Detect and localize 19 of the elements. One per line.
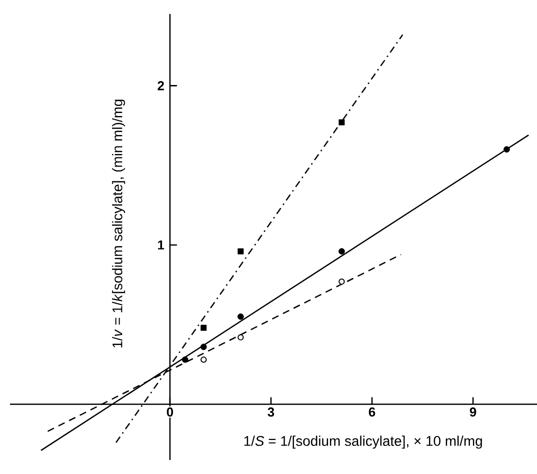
point	[200, 344, 207, 350]
y-tick-label: 2	[158, 81, 164, 90]
x-tick-label: 3	[268, 407, 274, 417]
y-axis-title: 1/v = 1/k[sodium salicylate], (min ml)/mg	[112, 100, 126, 348]
x-tick-label: 0	[166, 407, 174, 417]
point	[238, 248, 244, 254]
point	[237, 313, 244, 320]
point	[338, 278, 345, 285]
x-axis-title: 1/S = 1/[sodium salicylate], × 10 ml/mg	[244, 436, 482, 449]
point	[182, 356, 188, 363]
point	[504, 146, 510, 153]
point	[238, 334, 244, 340]
point	[338, 248, 345, 255]
y-tick-label: 1	[158, 240, 164, 250]
x-tick-label: 6	[368, 407, 376, 417]
x-tick-label: 9	[470, 407, 476, 417]
point	[200, 324, 207, 331]
point	[200, 356, 207, 363]
point	[338, 119, 345, 126]
